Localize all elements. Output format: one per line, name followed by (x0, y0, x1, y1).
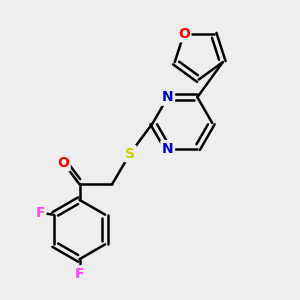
Text: S: S (125, 147, 135, 160)
Text: N: N (162, 90, 173, 104)
Text: O: O (57, 156, 69, 170)
Text: F: F (35, 206, 45, 220)
Text: O: O (178, 27, 190, 41)
Text: N: N (162, 142, 173, 156)
Text: F: F (75, 267, 84, 280)
